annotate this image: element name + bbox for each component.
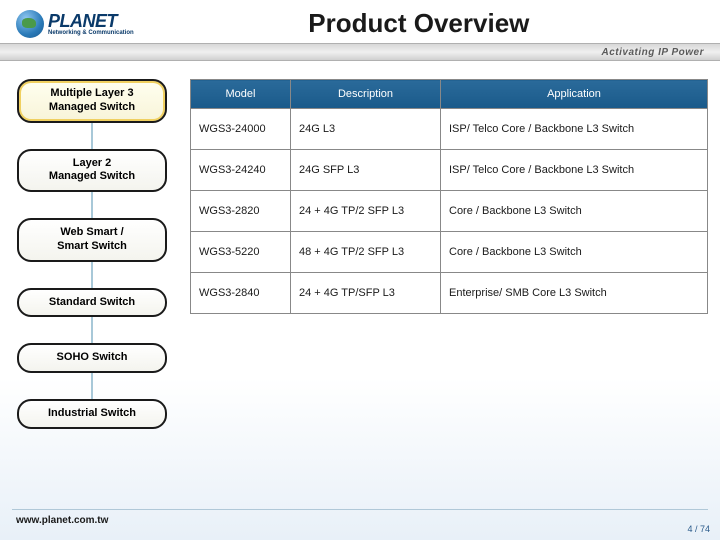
logo-text: PLANET	[48, 11, 134, 32]
table-cell: 24G L3	[291, 109, 441, 150]
logo-globe-icon	[16, 10, 44, 38]
table-cell: WGS3-2820	[191, 191, 291, 232]
table-row: WGS3-2424024G SFP L3ISP/ Telco Core / Ba…	[191, 150, 708, 191]
category-box[interactable]: Layer 2Managed Switch	[17, 149, 167, 193]
product-table-wrap: ModelDescriptionApplication WGS3-2400024…	[190, 79, 708, 429]
column-header: Application	[441, 80, 708, 109]
product-table: ModelDescriptionApplication WGS3-2400024…	[190, 79, 708, 314]
table-cell: Enterprise/ SMB Core L3 Switch	[441, 273, 708, 314]
table-cell: WGS3-24000	[191, 109, 291, 150]
table-body: WGS3-2400024G L3ISP/ Telco Core / Backbo…	[191, 109, 708, 314]
category-label-line: Standard Switch	[23, 296, 161, 310]
category-sidebar: Multiple Layer 3Managed SwitchLayer 2Man…	[12, 79, 172, 429]
column-header: Description	[291, 80, 441, 109]
category-box[interactable]: Multiple Layer 3Managed Switch	[17, 79, 167, 123]
table-cell: 48 + 4G TP/2 SFP L3	[291, 232, 441, 273]
tagline: Activating IP Power	[602, 47, 704, 58]
category-label-line: Multiple Layer 3	[23, 87, 161, 101]
connector-line	[91, 123, 93, 149]
page-number: 4 / 74	[687, 524, 710, 534]
logo: PLANET Networking & Communication	[16, 10, 134, 38]
table-cell: ISP/ Telco Core / Backbone L3 Switch	[441, 150, 708, 191]
connector-line	[91, 192, 93, 218]
category-label-line: Layer 2	[23, 157, 161, 171]
header: PLANET Networking & Communication Produc…	[0, 0, 720, 43]
category-label-line: SOHO Switch	[23, 351, 161, 365]
table-row: WGS3-284024 + 4G TP/SFP L3Enterprise/ SM…	[191, 273, 708, 314]
table-cell: WGS3-5220	[191, 232, 291, 273]
table-row: WGS3-2400024G L3ISP/ Telco Core / Backbo…	[191, 109, 708, 150]
column-header: Model	[191, 80, 291, 109]
category-label-line: Managed Switch	[23, 170, 161, 184]
table-row: WGS3-282024 + 4G TP/2 SFP L3Core / Backb…	[191, 191, 708, 232]
category-label-line: Web Smart /	[23, 226, 161, 240]
logo-subtext: Networking & Communication	[48, 30, 134, 36]
table-cell: ISP/ Telco Core / Backbone L3 Switch	[441, 109, 708, 150]
content: Multiple Layer 3Managed SwitchLayer 2Man…	[0, 61, 720, 429]
connector-line	[91, 262, 93, 288]
category-box[interactable]: Standard Switch	[17, 288, 167, 318]
category-box[interactable]: Web Smart /Smart Switch	[17, 218, 167, 262]
page-title: Product Overview	[134, 8, 704, 39]
connector-line	[91, 317, 93, 343]
table-cell: 24 + 4G TP/SFP L3	[291, 273, 441, 314]
category-label-line: Managed Switch	[23, 101, 161, 115]
table-cell: 24 + 4G TP/2 SFP L3	[291, 191, 441, 232]
logo-text-block: PLANET Networking & Communication	[48, 11, 134, 36]
table-cell: WGS3-2840	[191, 273, 291, 314]
category-label-line: Smart Switch	[23, 240, 161, 254]
table-cell: 24G SFP L3	[291, 150, 441, 191]
connector-line	[91, 373, 93, 399]
footer-divider	[12, 509, 708, 510]
category-label-line: Industrial Switch	[23, 407, 161, 421]
table-cell: WGS3-24240	[191, 150, 291, 191]
table-row: WGS3-522048 + 4G TP/2 SFP L3Core / Backb…	[191, 232, 708, 273]
table-cell: Core / Backbone L3 Switch	[441, 232, 708, 273]
tagline-bar: Activating IP Power	[0, 43, 720, 61]
table-cell: Core / Backbone L3 Switch	[441, 191, 708, 232]
footer-url: www.planet.com.tw	[16, 515, 108, 526]
category-box[interactable]: Industrial Switch	[17, 399, 167, 429]
category-box[interactable]: SOHO Switch	[17, 343, 167, 373]
table-header-row: ModelDescriptionApplication	[191, 80, 708, 109]
